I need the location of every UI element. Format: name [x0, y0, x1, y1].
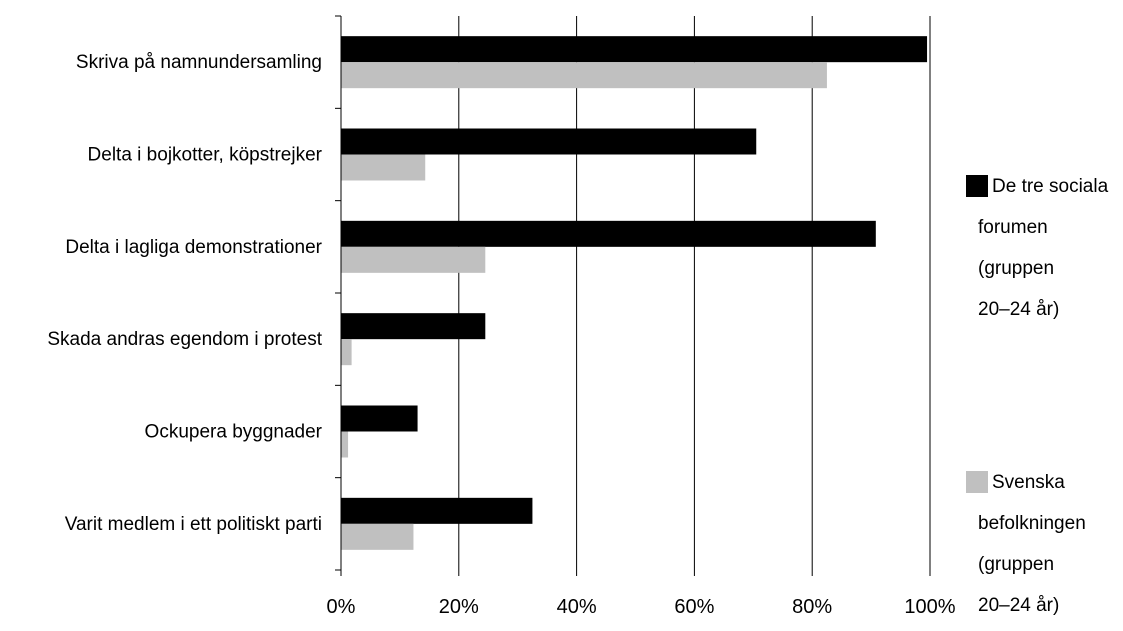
category-label: Ockupera byggnader [145, 422, 323, 443]
bar [341, 339, 352, 366]
x-tick-label: 80% [792, 596, 832, 618]
bar [341, 405, 418, 432]
bar [341, 313, 486, 340]
bar [341, 36, 928, 63]
category-label: Skriva på namnundersamling [76, 52, 322, 73]
legend: De tre sociala forumen (gruppen 20–24 år) Sv… [966, 175, 1109, 616]
bars-layer [341, 36, 928, 550]
bar [341, 128, 757, 155]
category-label: Varit medlem i ett politiskt parti [65, 514, 322, 535]
category-label: Skada andras egendom i protest [47, 329, 322, 350]
legend-label: (gruppen [978, 258, 1054, 279]
labels-layer: 0% 20% 40% 60% 80% 100% Skriva på namnundersam… [47, 52, 955, 618]
x-tick-label: 0% [327, 596, 356, 618]
legend-label: De tre sociala [992, 176, 1109, 197]
legend-label: Svenska [992, 472, 1065, 493]
axis-layer [335, 15, 931, 576]
legend-swatch [966, 175, 988, 197]
grid-layer [458, 16, 931, 570]
bar [341, 246, 486, 273]
legend-label: 20–24 år) [978, 299, 1059, 320]
legend-label: befolkningen [978, 513, 1086, 534]
bar [341, 431, 349, 458]
x-tick-label: 60% [674, 596, 714, 618]
bar [341, 62, 827, 89]
category-label: Delta i lagliga demonstrationer [65, 237, 322, 258]
bar [341, 154, 426, 181]
x-tick-label: 20% [439, 596, 479, 618]
x-tick-label: 40% [557, 596, 597, 618]
bar [341, 523, 414, 550]
x-tick-label: 100% [904, 596, 955, 618]
legend-swatch [966, 471, 988, 493]
legend-label: 20–24 år) [978, 595, 1059, 616]
legend-label: forumen [978, 217, 1048, 238]
legend-label: (gruppen [978, 554, 1054, 575]
bar [341, 220, 876, 247]
category-label: Delta i bojkotter, köpstrejker [88, 145, 323, 166]
bar [341, 497, 533, 524]
